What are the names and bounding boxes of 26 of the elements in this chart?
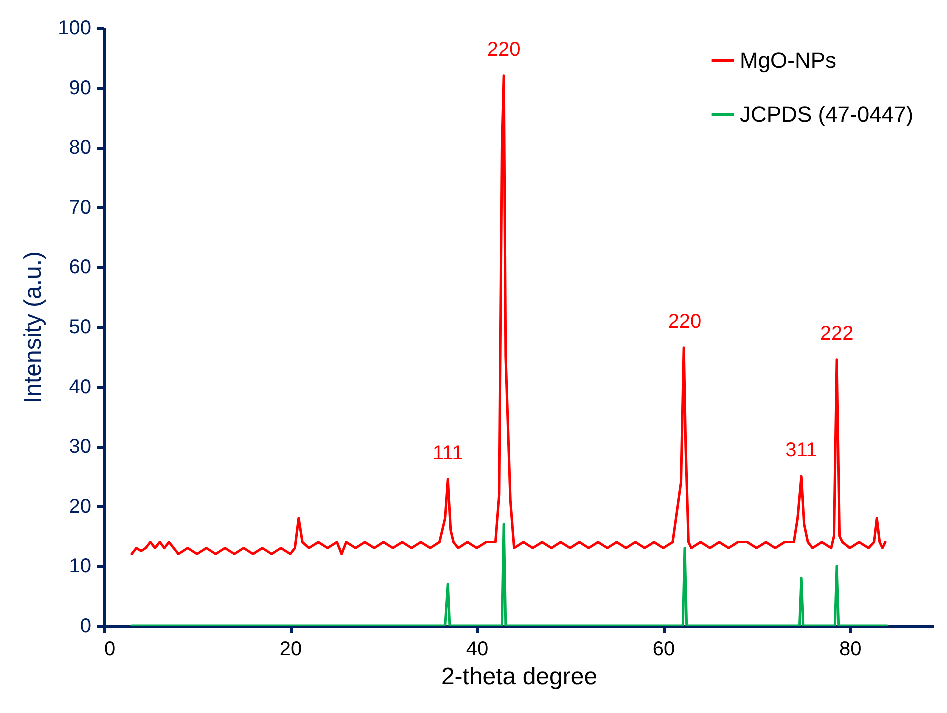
x-axis-title: 2-theta degree bbox=[441, 664, 598, 690]
annotation: 220 bbox=[668, 310, 702, 333]
annotation: 222 bbox=[820, 322, 854, 345]
x-tick-label: 40 bbox=[466, 638, 489, 660]
y-tick-label: 10 bbox=[69, 556, 92, 578]
x-tick-label: 60 bbox=[652, 638, 676, 660]
y-tick-label: 40 bbox=[69, 376, 92, 398]
y-tick-label: 100 bbox=[58, 18, 92, 40]
legend-label: JCPDS (47-0447) bbox=[740, 102, 914, 127]
annotation: 111 bbox=[432, 442, 464, 464]
y-tick-label: 80 bbox=[69, 137, 92, 160]
annotation: 220 bbox=[487, 38, 521, 61]
x-tick-label: 20 bbox=[280, 638, 302, 660]
x-tick-label: 80 bbox=[839, 638, 862, 660]
line-series bbox=[130, 523, 889, 626]
y-tick-label: 50 bbox=[69, 316, 92, 338]
y-tick-label: 30 bbox=[69, 436, 92, 458]
y-tick-label: 60 bbox=[69, 256, 92, 279]
annotation: 311 bbox=[786, 440, 818, 462]
x-tick-label: 0 bbox=[104, 638, 116, 660]
y-tick-label: 20 bbox=[69, 496, 92, 518]
legend-label: MgO-NPs bbox=[740, 48, 837, 73]
y-tick-label: 90 bbox=[69, 77, 92, 100]
y-axis-title: Intensity (a.u.) bbox=[20, 251, 48, 404]
y-tick-label: 70 bbox=[69, 196, 92, 219]
y-tick-label: 0 bbox=[80, 616, 92, 638]
